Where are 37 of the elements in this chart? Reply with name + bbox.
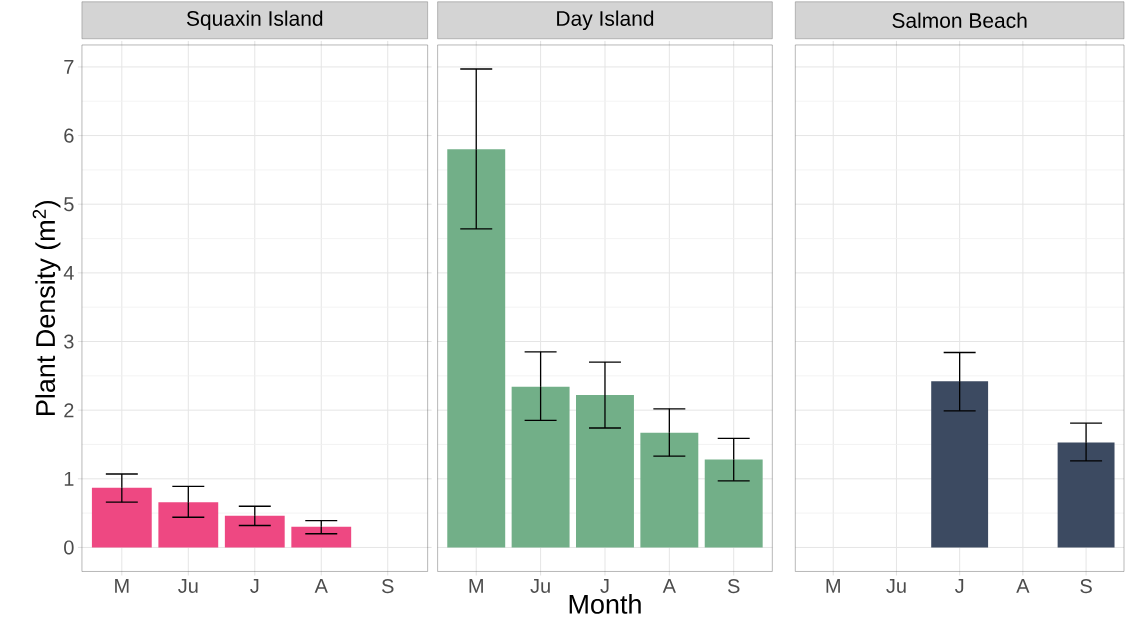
x-tick-label: J bbox=[600, 578, 609, 593]
x-tick-label: S bbox=[727, 578, 740, 593]
chart-title: Salmon Beach bbox=[892, 12, 1027, 28]
chart-title: Day Island bbox=[557, 10, 654, 30]
x-tick-label: M bbox=[826, 578, 840, 593]
chart-title: Squaxin Island bbox=[186, 10, 323, 30]
y-axis-title: Plant Density (m$^{2}$) bbox=[32, 200, 61, 415]
y-tick-label: 6 bbox=[64, 128, 74, 143]
x-tick-label: S bbox=[381, 578, 394, 593]
y-tick-label: 3 bbox=[64, 334, 74, 349]
y-tick-label: 5 bbox=[64, 197, 74, 211]
bar bbox=[291, 526, 352, 548]
x-tick-label: A bbox=[314, 578, 328, 593]
bar bbox=[224, 515, 285, 548]
bar bbox=[576, 394, 634, 548]
x-tick-label: Ju bbox=[886, 578, 906, 593]
x-tick-label: A bbox=[662, 578, 676, 593]
y-tick-label: 7 bbox=[64, 59, 74, 74]
y-tick-label: 2 bbox=[64, 402, 74, 417]
x-tick-label: M bbox=[115, 578, 129, 593]
x-tick-label: Ju bbox=[530, 578, 550, 593]
bar bbox=[511, 386, 570, 548]
y-tick-label: 0 bbox=[64, 540, 74, 555]
bar bbox=[158, 501, 219, 548]
x-tick-label: M bbox=[469, 578, 483, 593]
x-tick-label: S bbox=[1080, 578, 1092, 593]
bar bbox=[640, 432, 699, 548]
x-tick-label: A bbox=[1016, 578, 1030, 593]
x-tick-label: Ju bbox=[178, 578, 198, 593]
x-tick-label: J bbox=[954, 578, 964, 593]
bar bbox=[447, 149, 506, 548]
bar bbox=[91, 487, 152, 548]
bar bbox=[704, 459, 763, 548]
x-tick-label: J bbox=[250, 578, 259, 593]
y-tick-label: 1 bbox=[64, 471, 74, 486]
x-axis-title: Month bbox=[569, 593, 641, 614]
y-tick-label: 4 bbox=[63, 265, 74, 280]
